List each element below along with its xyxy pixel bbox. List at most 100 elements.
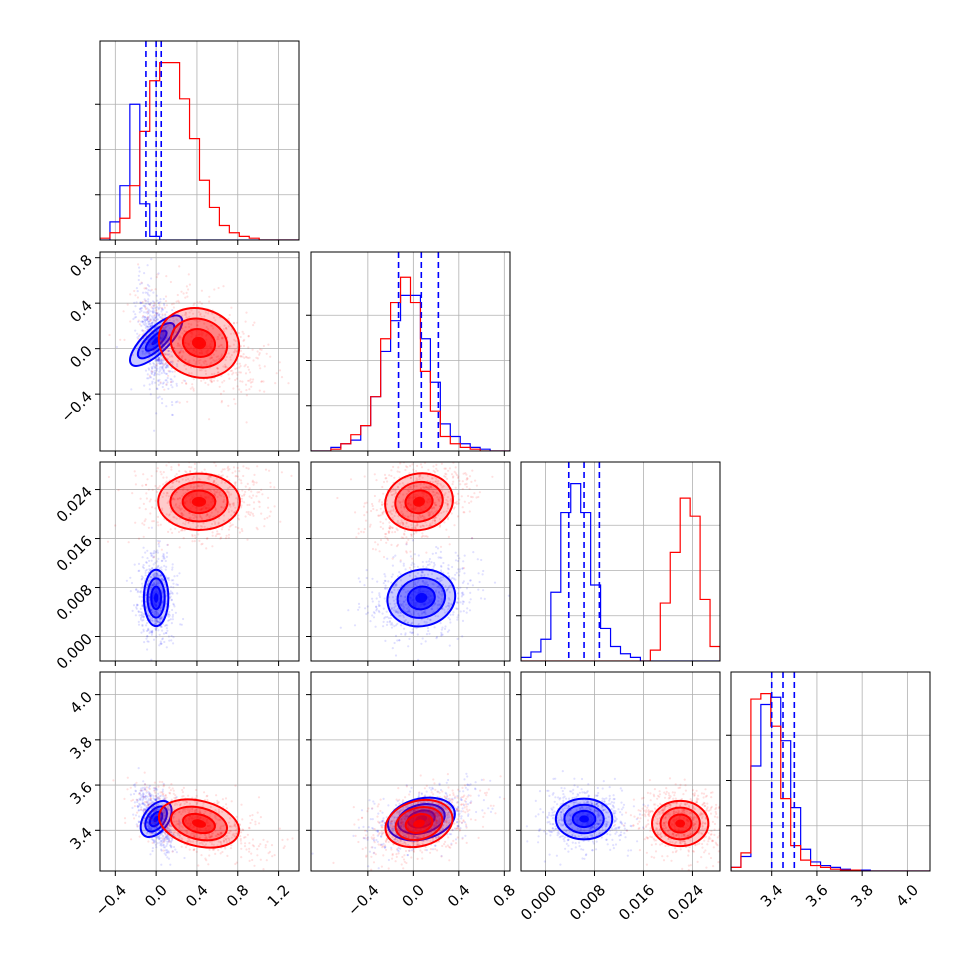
sample-point	[394, 491, 397, 494]
sample-point	[241, 828, 244, 831]
sample-point	[428, 563, 431, 566]
sample-point	[132, 813, 135, 816]
sample-point	[171, 413, 174, 417]
sample-point	[209, 835, 213, 838]
sample-point	[421, 534, 424, 537]
sample-point	[412, 585, 415, 589]
sample-point	[405, 550, 408, 553]
sample-point	[434, 552, 438, 555]
sample-point	[242, 465, 245, 468]
sample-point	[153, 839, 156, 842]
sample-point	[395, 610, 398, 613]
sample-point	[153, 354, 156, 357]
sample-point	[138, 590, 141, 594]
sample-point	[143, 783, 146, 786]
sample-point	[154, 484, 157, 488]
sample-point	[221, 798, 224, 801]
sample-point	[148, 784, 151, 788]
sample-point	[379, 538, 383, 542]
sample-point	[164, 854, 167, 857]
sample-point	[428, 525, 431, 528]
sample-point	[154, 628, 157, 631]
sample-point	[209, 356, 212, 360]
sample-point	[444, 501, 447, 504]
sample-point	[149, 376, 152, 379]
sample-point	[155, 359, 158, 362]
sample-point	[144, 326, 147, 329]
sample-point	[232, 387, 235, 390]
sample-point	[435, 477, 438, 480]
sample-point	[135, 588, 138, 591]
sample-point	[227, 465, 230, 468]
sample-point	[167, 837, 170, 840]
sample-point	[213, 494, 216, 497]
sample-point	[255, 356, 258, 359]
sample-point	[224, 835, 228, 838]
sample-point	[462, 580, 465, 583]
sample-point	[155, 798, 158, 802]
sample-point	[392, 508, 395, 511]
sample-point	[404, 603, 407, 606]
sample-point	[220, 831, 223, 834]
sample-point	[205, 837, 208, 840]
sample-point	[148, 459, 150, 461]
sample-point	[168, 513, 171, 516]
sample-point	[249, 513, 252, 517]
sample-point	[396, 470, 399, 473]
sample-point	[151, 556, 155, 559]
sample-point	[153, 841, 156, 844]
sample-point	[229, 356, 232, 359]
sample-point	[173, 459, 175, 461]
sample-point	[166, 381, 169, 384]
sample-point	[179, 351, 182, 354]
sample-point	[384, 587, 387, 590]
sample-point	[156, 359, 160, 363]
sample-point	[203, 362, 206, 365]
sample-point	[440, 631, 443, 634]
sample-point	[353, 624, 357, 627]
sample-point	[225, 327, 228, 330]
sample-point	[377, 603, 380, 606]
sample-point	[465, 473, 468, 476]
sample-point	[139, 803, 142, 806]
sample-point	[171, 608, 174, 612]
sample-point	[142, 615, 146, 618]
sample-point	[444, 585, 447, 588]
sample-point	[432, 469, 435, 472]
sample-point	[424, 611, 427, 614]
sample-point	[395, 611, 398, 614]
sample-point	[249, 381, 252, 384]
sample-point	[394, 490, 397, 493]
sample-point	[458, 574, 461, 577]
sample-point	[393, 476, 396, 479]
sample-point	[159, 382, 162, 385]
sample-point	[154, 821, 157, 824]
sample-point	[164, 300, 168, 303]
sample-point	[137, 809, 140, 812]
sample-point	[399, 614, 402, 617]
sample-point	[413, 532, 416, 535]
sample-point	[152, 787, 155, 790]
sample-point	[163, 837, 166, 840]
sample-point	[167, 349, 170, 352]
sample-point	[149, 576, 152, 579]
sample-point	[219, 840, 222, 844]
sample-point	[441, 489, 444, 492]
sample-point	[437, 482, 440, 485]
sample-point	[174, 848, 177, 851]
sample-point	[391, 623, 394, 626]
sample-point	[152, 311, 155, 314]
sample-point	[140, 282, 144, 285]
sample-point	[364, 519, 368, 522]
sample-point	[419, 475, 422, 478]
sample-point	[188, 325, 191, 328]
plot-area	[336, 462, 510, 661]
sample-point	[195, 808, 198, 811]
sample-point	[148, 559, 151, 563]
sample-point	[150, 343, 153, 346]
sample-point	[456, 587, 459, 590]
sample-point	[145, 351, 148, 354]
sample-point	[197, 484, 200, 487]
sample-point	[155, 583, 158, 587]
